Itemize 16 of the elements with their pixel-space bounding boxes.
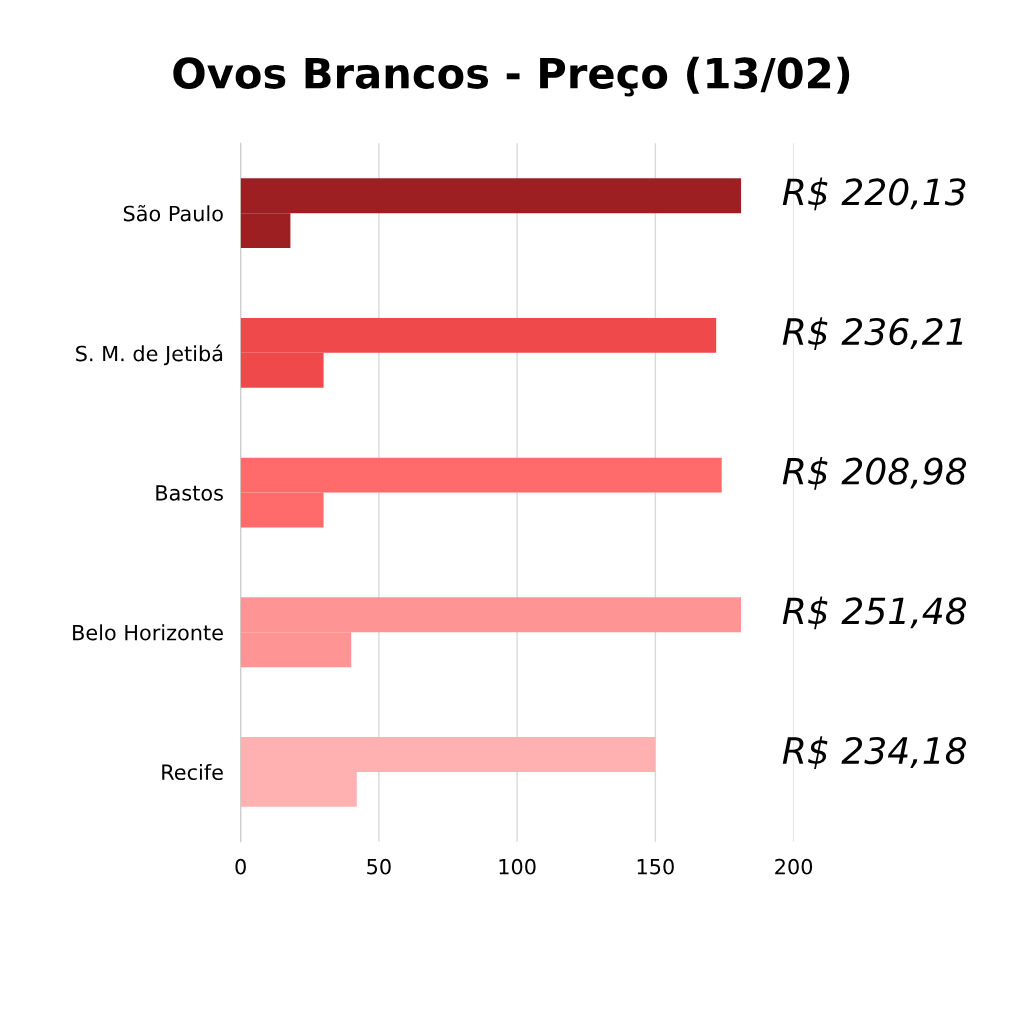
y-tick-label: Recife: [162, 763, 223, 781]
chart-title: Ovos Brancos - Preço (13/02): [173, 56, 850, 97]
y-tick-label: São Paulo: [123, 204, 223, 222]
y-tick-label: Belo Horizonte: [73, 624, 223, 641]
annotation: R$ 208,98: [782, 456, 967, 490]
x-tick-label: 100: [499, 858, 536, 875]
annotation: R$ 234,18: [782, 736, 967, 770]
annotation: R$ 236,21: [782, 317, 963, 350]
x-tick-label: 200: [775, 858, 813, 875]
annotation: R$ 251,48: [782, 596, 967, 630]
y-tick-label: S. M. de Jetibá: [76, 344, 223, 366]
y-tick-label: Bastos: [156, 485, 223, 501]
x-tick-label: 50: [367, 858, 391, 875]
x-tick-label: 0: [235, 858, 246, 875]
annotation: R$ 220,13: [782, 177, 966, 211]
x-tick-label: 150: [637, 858, 674, 875]
